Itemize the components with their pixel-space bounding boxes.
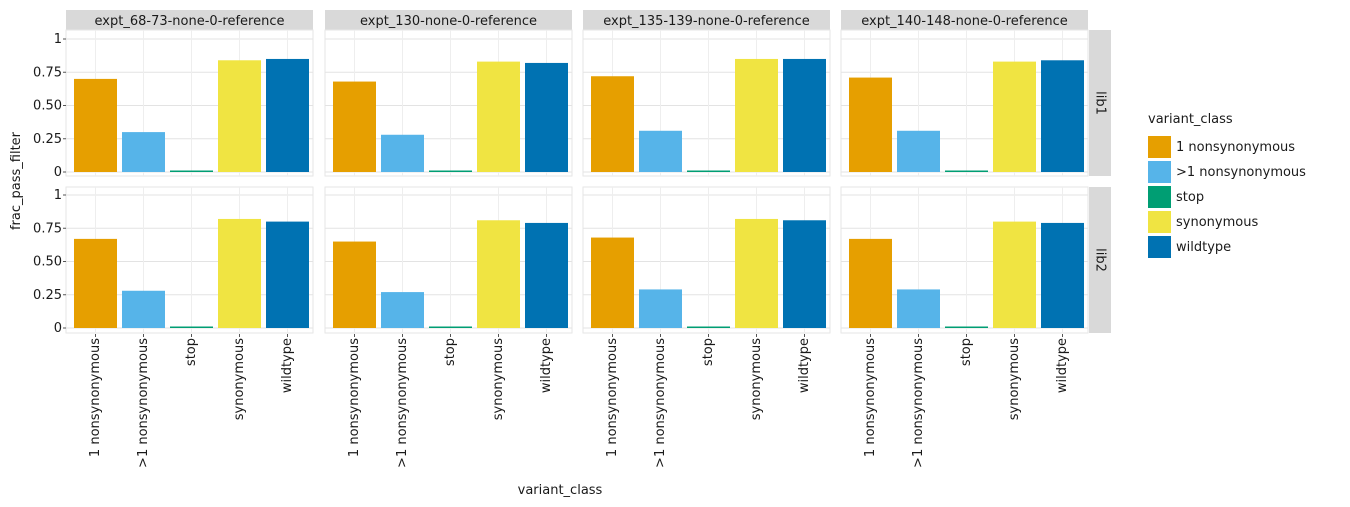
- legend-label: 1 nonsynonymous: [1176, 140, 1295, 155]
- bar-1-nonsynonymous: [849, 238, 892, 328]
- x-tick-label: 1 nonsynonymous: [605, 338, 620, 457]
- row-strip: [1089, 187, 1111, 333]
- bar-1-nonsynonymous: [591, 76, 634, 172]
- bar-wildtype: [1041, 60, 1084, 172]
- bar-synonymous: [477, 61, 520, 172]
- bar-1-nonsynonymous: [122, 132, 165, 172]
- bar-stop: [170, 326, 213, 328]
- bar-wildtype: [266, 58, 309, 173]
- facet-strip-label: expt_140-148-none-0-reference: [861, 14, 1067, 29]
- x-tick-label: stop: [184, 338, 199, 366]
- facet-strip-label: expt_68-73-none-0-reference: [95, 14, 285, 29]
- facet-strip: [841, 10, 1088, 31]
- y-tick-label: 0.50: [33, 99, 62, 114]
- y-tick-label: 0.75: [33, 221, 62, 236]
- bar-synonymous: [218, 218, 261, 328]
- bar-synonymous: [735, 58, 778, 173]
- bar-wildtype: [783, 58, 826, 173]
- facet-strip-label: expt_135-139-none-0-reference: [603, 14, 809, 29]
- x-tick-label: 1 nonsynonymous: [863, 338, 878, 457]
- x-tick-label: synonymous: [749, 338, 764, 420]
- bar-1-nonsynonymous: [381, 134, 424, 172]
- y-tick-label: 0.75: [33, 65, 62, 80]
- bar-1-nonsynonymous: [591, 237, 634, 328]
- y-tick-label: 0.50: [33, 255, 62, 270]
- facet-strip: [66, 10, 313, 31]
- legend-title: variant_class: [1148, 112, 1233, 127]
- facet-strip: [325, 10, 572, 31]
- x-tick-label: stop: [701, 338, 716, 366]
- legend-label: synonymous: [1176, 215, 1258, 230]
- bar-wildtype: [1041, 222, 1084, 328]
- x-tick-label: wildtype: [539, 338, 554, 393]
- bar-synonymous: [735, 218, 778, 328]
- bar-1-nonsynonymous: [897, 289, 940, 328]
- legend-label: >1 nonsynonymous: [1176, 165, 1306, 180]
- bar-wildtype: [266, 221, 309, 328]
- x-tick-label: >1 nonsynonymous: [653, 338, 668, 468]
- row-strip-label: lib2: [1093, 248, 1108, 272]
- x-tick-label: synonymous: [232, 338, 247, 420]
- legend-swatch: [1148, 236, 1171, 258]
- bar-stop: [429, 326, 472, 328]
- bar-stop: [170, 170, 213, 172]
- y-tick-label: 1: [54, 188, 62, 203]
- bar-synonymous: [218, 60, 261, 172]
- bar-1-nonsynonymous: [849, 77, 892, 172]
- y-tick-label: 1: [54, 32, 62, 47]
- bar-synonymous: [477, 220, 520, 328]
- bar-stop: [687, 170, 730, 172]
- bar-1-nonsynonymous: [897, 130, 940, 172]
- x-tick-label: synonymous: [491, 338, 506, 420]
- bar-stop: [687, 326, 730, 328]
- facet-strip: [583, 10, 830, 31]
- bar-synonymous: [993, 61, 1036, 172]
- bar-1-nonsynonymous: [333, 81, 376, 172]
- y-tick-label: 0: [54, 165, 62, 180]
- y-tick-label: 0: [54, 321, 62, 336]
- bar-wildtype: [783, 220, 826, 328]
- bar-1-nonsynonymous: [381, 292, 424, 328]
- legend-swatch: [1148, 186, 1171, 208]
- y-tick-label: 0.25: [33, 132, 62, 147]
- legend-label: stop: [1176, 190, 1204, 205]
- x-axis-title: variant_class: [518, 483, 603, 498]
- bar-1-nonsynonymous: [639, 130, 682, 172]
- bar-wildtype: [525, 62, 568, 172]
- row-strip-label: lib1: [1093, 91, 1108, 115]
- y-tick-label: 0.25: [33, 288, 62, 303]
- bar-wildtype: [525, 222, 568, 328]
- x-tick-label: wildtype: [797, 338, 812, 393]
- legend-swatch: [1148, 136, 1171, 158]
- x-tick-label: 1 nonsynonymous: [88, 338, 103, 457]
- legend-swatch: [1148, 161, 1171, 183]
- x-tick-label: >1 nonsynonymous: [911, 338, 926, 468]
- x-tick-label: stop: [959, 338, 974, 366]
- x-tick-label: wildtype: [280, 338, 295, 393]
- legend-label: wildtype: [1176, 240, 1231, 255]
- legend-swatch: [1148, 211, 1171, 233]
- bar-stop: [945, 170, 988, 172]
- x-tick-label: >1 nonsynonymous: [395, 338, 410, 468]
- bar-1-nonsynonymous: [639, 289, 682, 328]
- bar-stop: [429, 170, 472, 172]
- x-tick-label: synonymous: [1007, 338, 1022, 420]
- x-tick-label: 1 nonsynonymous: [347, 338, 362, 457]
- y-axis-title: frac_pass_filter: [9, 131, 24, 230]
- bar-1-nonsynonymous: [74, 238, 117, 328]
- bar-1-nonsynonymous: [333, 241, 376, 328]
- bar-synonymous: [993, 221, 1036, 328]
- bar-stop: [945, 326, 988, 328]
- facet-strip-label: expt_130-none-0-reference: [360, 14, 537, 29]
- bar-1-nonsynonymous: [122, 290, 165, 328]
- x-tick-label: wildtype: [1055, 338, 1070, 393]
- x-tick-label: stop: [443, 338, 458, 366]
- bar-1-nonsynonymous: [74, 78, 117, 172]
- x-tick-label: >1 nonsynonymous: [136, 338, 151, 468]
- row-strip: [1089, 30, 1111, 176]
